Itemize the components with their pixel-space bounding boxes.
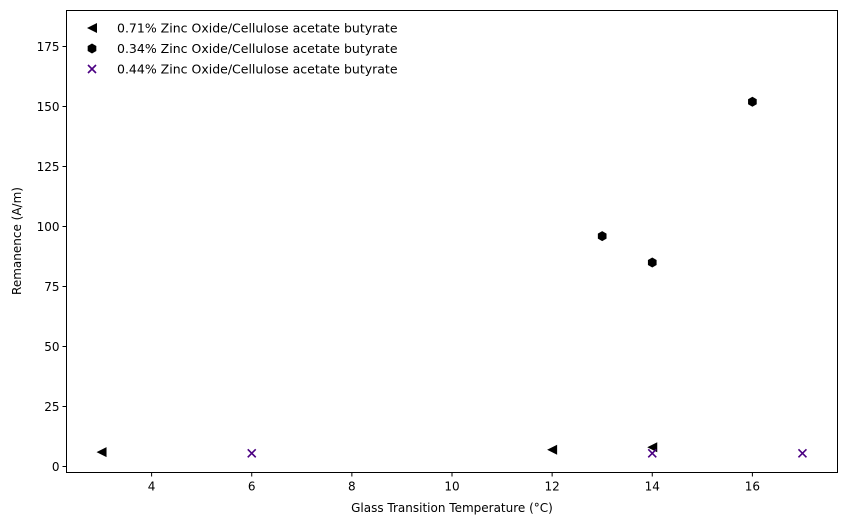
y-tick-label: 175 [37, 40, 60, 54]
x-tick-label: 4 [148, 480, 156, 494]
legend-label-series-2: 0.34% Zinc Oxide/Cellulose acetate butyr… [117, 41, 398, 56]
y-tick-label: 25 [44, 400, 59, 414]
data-points [96, 96, 808, 458]
x-tick-label: 14 [645, 480, 660, 494]
x-axis-label: Glass Transition Temperature (°C) [351, 501, 553, 515]
legend: 0.71% Zinc Oxide/Cellulose acetate butyr… [87, 21, 398, 77]
data-point-series-3 [797, 448, 808, 458]
legend-marker-series-1 [87, 23, 97, 33]
y-tick-label: 50 [44, 340, 59, 354]
legend-label-series-3: 0.44% Zinc Oxide/Cellulose acetate butyr… [117, 62, 398, 77]
y-tick-label: 0 [52, 460, 60, 474]
y-tick-label: 75 [44, 280, 59, 294]
data-point-series-2 [597, 231, 607, 242]
x-tick-label: 12 [544, 480, 559, 494]
legend-marker-series-2 [87, 43, 97, 54]
x-tick-label: 8 [348, 480, 356, 494]
data-point-series-1 [547, 444, 558, 455]
legend-marker-series-3 [87, 64, 97, 74]
y-axis-label: Remanence (A/m) [10, 187, 24, 295]
plot-area [66, 10, 838, 473]
x-tick-label: 16 [745, 480, 760, 494]
x-tick-label: 6 [248, 480, 256, 494]
y-tick-label: 125 [37, 160, 60, 174]
plot-frame [66, 10, 838, 473]
data-point-series-3 [247, 448, 257, 458]
x-tick-label: 10 [444, 480, 459, 494]
data-point-series-2 [647, 257, 657, 268]
axis-ticks: 4 6 8 10 12 14 16 0 25 50 75 100 125 150 175 [37, 40, 760, 494]
data-point-series-2 [748, 96, 757, 107]
y-tick-label: 100 [37, 220, 60, 234]
legend-label-series-1: 0.71% Zinc Oxide/Cellulose acetate butyr… [117, 21, 398, 36]
data-point-series-3 [647, 448, 657, 458]
y-tick-label: 150 [37, 100, 60, 114]
data-point-series-1 [96, 447, 107, 458]
